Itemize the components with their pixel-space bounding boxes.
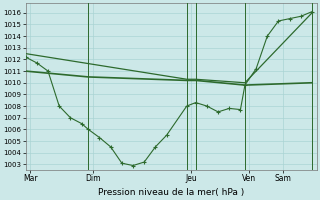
X-axis label: Pression niveau de la mer( hPa ): Pression niveau de la mer( hPa ) (98, 188, 244, 197)
